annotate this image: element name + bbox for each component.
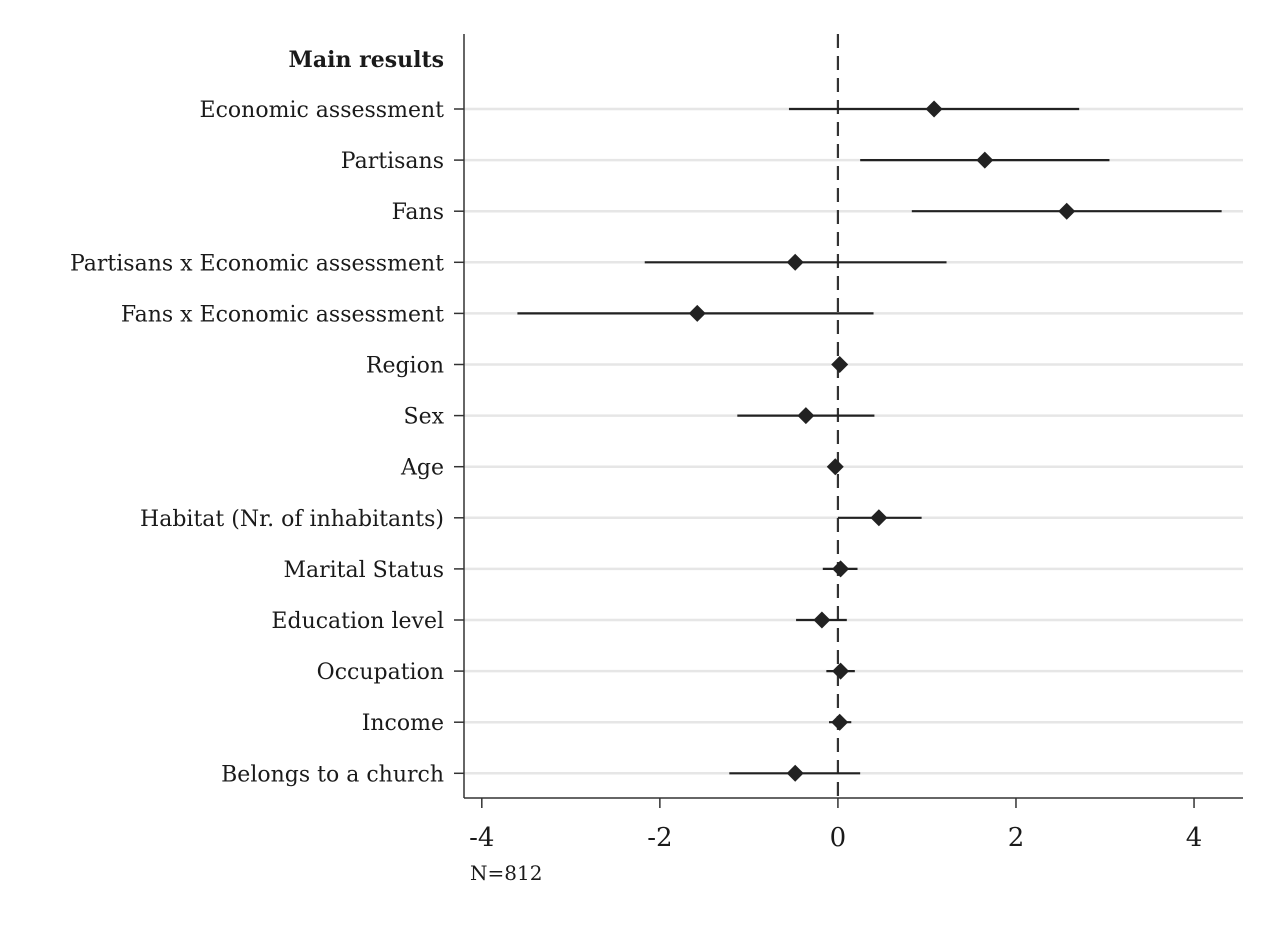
row-label: Education level — [271, 609, 444, 634]
gridlines — [464, 107, 1243, 775]
row-label: Partisans x Economic assessment — [70, 251, 444, 276]
section-header: Main results — [289, 47, 445, 73]
row-label: Region — [366, 354, 444, 379]
row-label: Occupation — [317, 660, 444, 685]
estimate-marker — [870, 509, 888, 527]
row-labels: Economic assessment Partisans Fans Partisan… — [70, 98, 445, 787]
estimate-marker — [813, 611, 831, 629]
estimate-marker — [1058, 202, 1076, 220]
estimate-marker — [832, 662, 850, 680]
axes — [454, 34, 1243, 808]
row-label: Marital Status — [283, 558, 444, 583]
x-tick-label: 4 — [1186, 823, 1203, 853]
estimate-marker — [832, 560, 850, 578]
estimate-marker — [831, 356, 849, 373]
sample-size-note: N=812 — [470, 861, 542, 885]
row-label: Economic assessment — [200, 98, 445, 123]
x-tick-label: -2 — [647, 823, 672, 853]
x-tick-label: -4 — [469, 823, 494, 853]
x-tick-labels: -4 -2 0 2 4 — [469, 823, 1202, 853]
confidence-intervals — [517, 107, 1222, 775]
estimate-marker — [688, 304, 706, 322]
row-label: Income — [362, 711, 444, 736]
row-label: Fans — [392, 200, 444, 225]
estimate-marker — [831, 713, 849, 731]
row-label: Age — [400, 456, 444, 481]
row-label: Habitat (Nr. of inhabitants) — [140, 507, 444, 532]
row-label: Fans x Economic assessment — [121, 302, 444, 327]
x-tick-label: 2 — [1008, 823, 1025, 853]
estimate-marker — [976, 151, 994, 169]
estimate-markers — [688, 100, 1076, 782]
x-tick-label: 0 — [830, 823, 847, 853]
estimate-marker — [826, 458, 844, 476]
row-label: Partisans — [341, 149, 444, 174]
estimate-marker — [786, 253, 804, 271]
row-label: Belongs to a church — [221, 762, 444, 787]
estimate-marker — [797, 407, 815, 425]
row-label: Sex — [404, 405, 445, 430]
estimate-marker — [925, 100, 943, 118]
estimate-marker — [786, 764, 804, 782]
